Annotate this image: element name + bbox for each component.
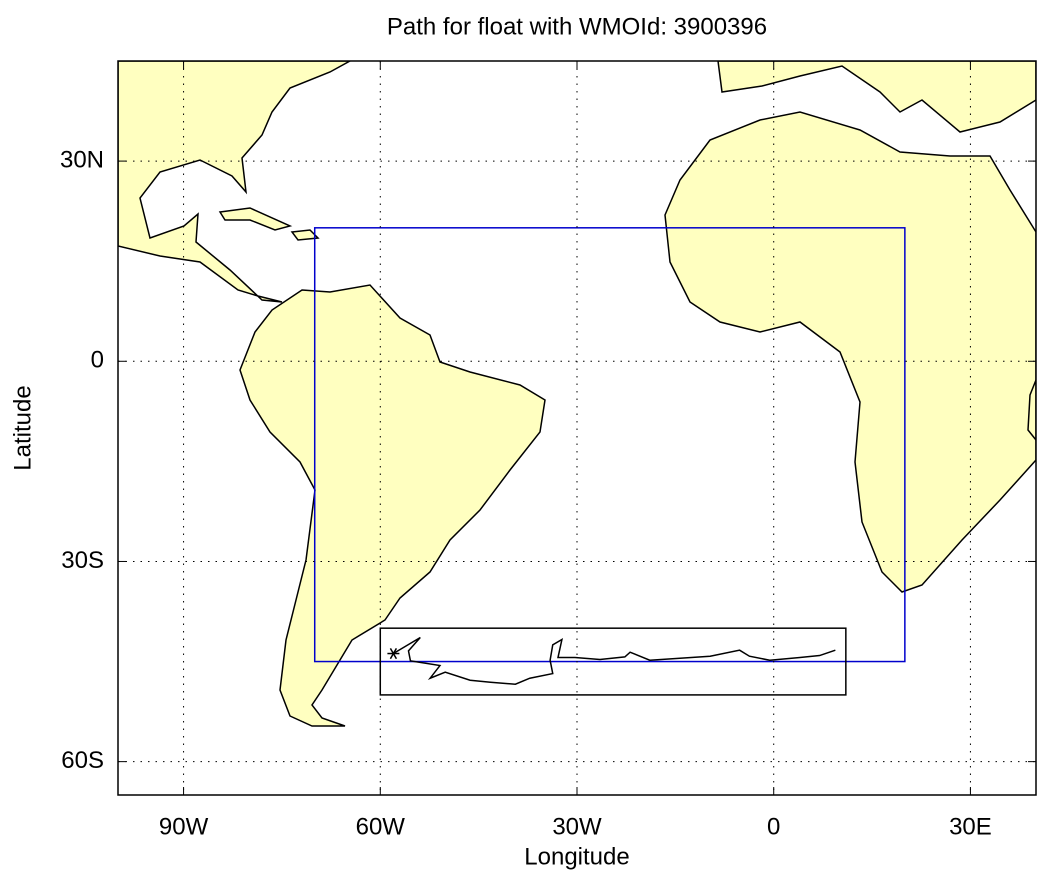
float-path <box>393 636 836 685</box>
y-tick-label: 30S <box>61 547 104 574</box>
region-box <box>313 227 906 663</box>
hispaniola <box>290 229 320 241</box>
y-tick-label: 0 <box>91 347 104 374</box>
north-america <box>118 61 351 303</box>
start-marker-stroke <box>389 647 398 660</box>
chart-title: Path for float with WMOId: 3900396 <box>387 13 767 40</box>
x-tick-label: 90W <box>159 813 209 840</box>
x-tick-label: 30W <box>552 813 602 840</box>
x-tick-label: 60W <box>356 813 406 840</box>
madagascar <box>1027 379 1036 442</box>
x-tick-label: 0 <box>767 813 780 840</box>
europe <box>717 61 1036 133</box>
coastlines <box>118 61 1036 727</box>
africa <box>664 111 1036 593</box>
y-axis-label: Latitude <box>9 385 36 470</box>
y-tick-label: 30N <box>60 146 104 173</box>
x-tick-label: 30E <box>949 813 992 840</box>
south-america <box>239 284 546 727</box>
cuba <box>218 207 293 231</box>
start-marker <box>387 647 400 660</box>
y-tick-label: 60S <box>61 747 104 774</box>
x-axis-label: Longitude <box>524 843 629 870</box>
